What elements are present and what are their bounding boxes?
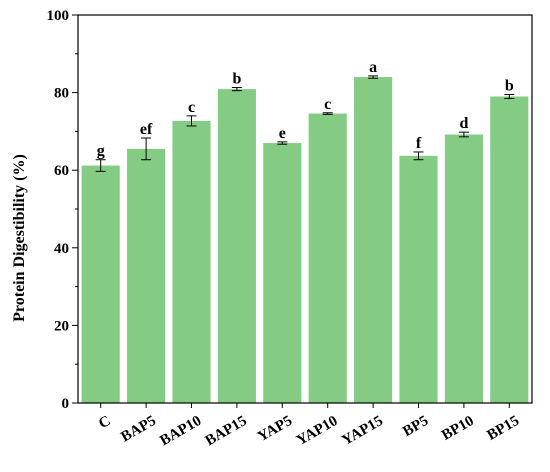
y-tick-label-60: 60: [54, 163, 69, 179]
error-bar-BP10: [458, 131, 469, 138]
error-bars-layer: [95, 75, 515, 172]
bar-BP10: [444, 134, 483, 403]
error-bar-BP5: [413, 151, 424, 161]
error-bar-C: [95, 159, 106, 172]
error-bar-BAP15: [231, 87, 242, 92]
bar-YAP5: [263, 143, 302, 404]
error-bar-BAP10: [186, 115, 197, 127]
x-tick-label-YAP15: YAP15: [339, 413, 385, 449]
significance-letter-YAP5: e: [279, 125, 286, 142]
error-bar-BAP5: [141, 137, 152, 161]
significance-letter-BAP10: c: [188, 99, 195, 116]
x-tick-label-BP15: BP15: [485, 413, 523, 444]
significance-letter-BP15: b: [505, 78, 514, 95]
error-bar-YAP5: [277, 141, 288, 145]
y-axis-title: Protein Digestibility (%): [11, 154, 28, 322]
significance-letter-BP10: d: [459, 115, 468, 132]
significance-letter-C: g: [97, 143, 105, 160]
bar-BP5: [399, 155, 438, 403]
significance-letter-YAP10: c: [324, 96, 331, 113]
x-tick-label-YAP5: YAP5: [255, 413, 295, 445]
bar-BAP10: [172, 120, 211, 403]
x-tick-label-BP10: BP10: [439, 413, 477, 444]
bar-BP15: [490, 96, 529, 403]
bar-C: [81, 165, 120, 403]
significance-letter-BAP15: b: [232, 71, 241, 88]
y-tick-label-0: 0: [62, 396, 70, 412]
bar-YAP10: [308, 113, 347, 403]
bars-layer: [81, 77, 529, 404]
y-tick-label-80: 80: [54, 86, 69, 102]
y-tick-label-20: 20: [54, 318, 69, 334]
significance-letter-BP5: f: [416, 135, 422, 152]
bar-BAP15: [217, 89, 256, 403]
bar-YAP15: [354, 77, 393, 403]
significance-letter-YAP15: a: [369, 59, 377, 76]
x-tick-label-BAP5: BAP5: [118, 413, 158, 446]
axes-layer: [72, 14, 533, 408]
significance-letter-BAP5: ef: [140, 121, 153, 138]
y-tick-label-40: 40: [54, 241, 69, 257]
y-tick-label-100: 100: [47, 8, 70, 24]
x-tick-label-BP5: BP5: [400, 413, 431, 440]
x-tick-label-C: C: [96, 413, 113, 432]
x-tick-label-YAP10: YAP10: [294, 413, 340, 449]
x-tick-label-BAP10: BAP10: [157, 413, 204, 449]
error-bar-YAP15: [368, 75, 379, 79]
bar-BAP5: [127, 148, 166, 403]
x-tick-label-BAP15: BAP15: [203, 413, 250, 449]
error-bar-BP15: [504, 94, 515, 99]
error-bar-YAP10: [322, 112, 333, 115]
